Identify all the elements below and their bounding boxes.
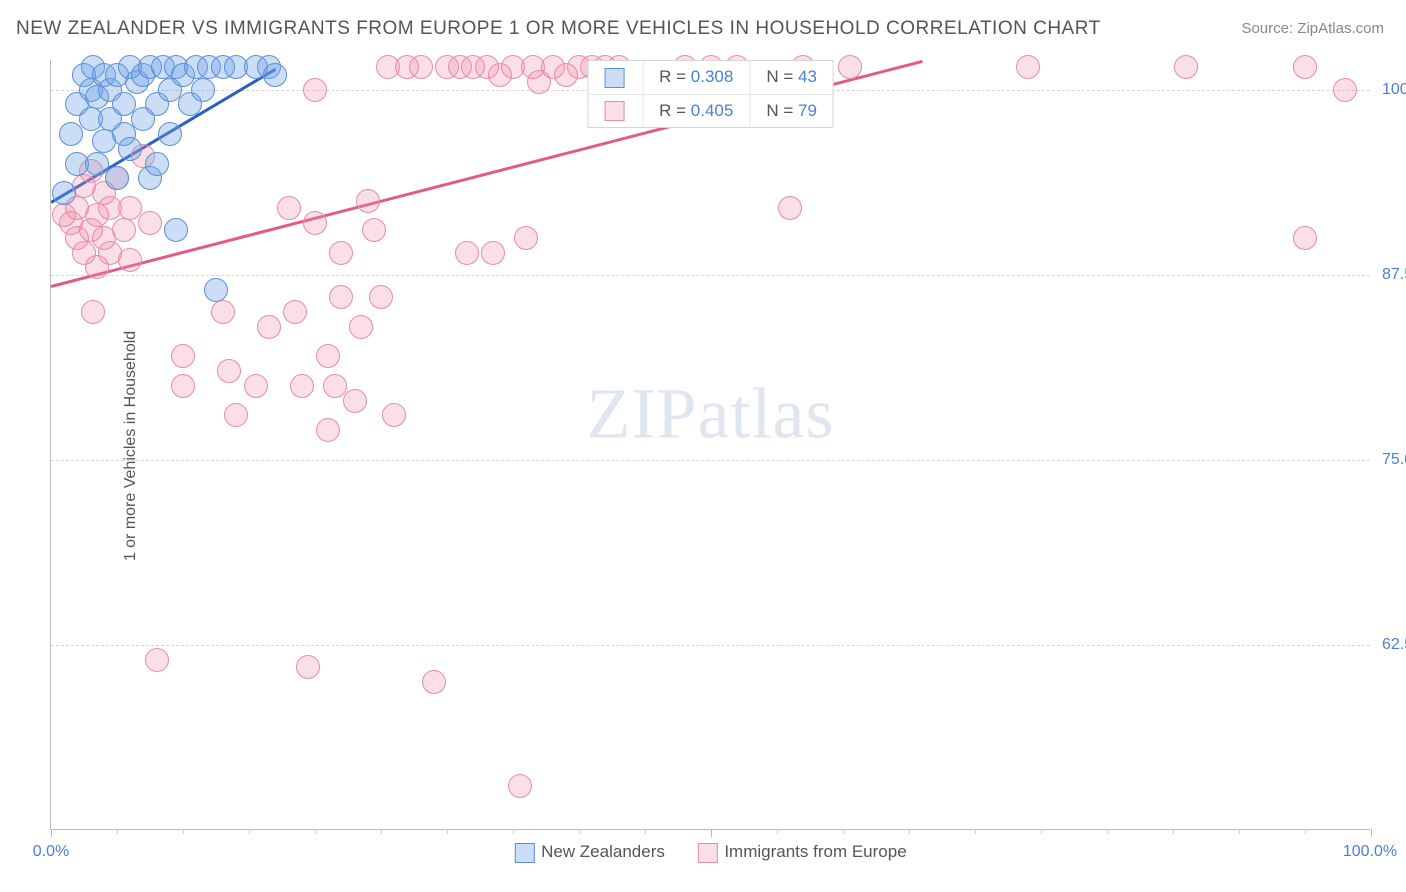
- scatter-point-series-b: [1016, 55, 1040, 79]
- scatter-point-series-a: [145, 152, 169, 176]
- x-axis-minor-tick: [381, 829, 382, 834]
- scatter-point-series-b: [138, 211, 162, 235]
- legend-stats-row: R = 0.405 N = 79: [588, 94, 834, 128]
- x-axis-minor-tick: [579, 829, 580, 834]
- swatch-series-a: [514, 843, 534, 863]
- scatter-point-series-b: [217, 359, 241, 383]
- x-axis-minor-tick: [843, 829, 844, 834]
- x-axis-minor-tick: [1041, 829, 1042, 834]
- scatter-point-series-a: [52, 181, 76, 205]
- plot-area: ZIPatlas R = 0.308 N = 43 R = 0.405 N = …: [50, 60, 1370, 830]
- scatter-point-series-a: [191, 78, 215, 102]
- scatter-point-series-b: [316, 418, 340, 442]
- scatter-point-series-a: [204, 278, 228, 302]
- scatter-point-series-b: [145, 648, 169, 672]
- scatter-point-series-b: [303, 78, 327, 102]
- x-axis-minor-tick: [645, 829, 646, 834]
- scatter-point-series-b: [369, 285, 393, 309]
- legend-stats: R = 0.308 N = 43 R = 0.405 N = 79: [587, 60, 834, 128]
- scatter-point-series-b: [349, 315, 373, 339]
- legend-stats-row: R = 0.308 N = 43: [588, 61, 834, 95]
- x-axis-tick: [51, 829, 52, 837]
- scatter-point-series-a: [59, 122, 83, 146]
- y-axis-tick-label: 100.0%: [1372, 81, 1406, 99]
- x-axis-minor-tick: [315, 829, 316, 834]
- scatter-point-series-b: [1333, 78, 1357, 102]
- scatter-point-series-b: [112, 218, 136, 242]
- x-axis-minor-tick: [1239, 829, 1240, 834]
- x-axis-tick-label: 0.0%: [33, 843, 69, 861]
- x-axis-minor-tick: [1107, 829, 1108, 834]
- scatter-point-series-b: [171, 374, 195, 398]
- x-axis-minor-tick: [777, 829, 778, 834]
- scatter-point-series-b: [118, 248, 142, 272]
- scatter-point-series-b: [1174, 55, 1198, 79]
- x-axis-tick-label: 100.0%: [1343, 843, 1397, 861]
- x-axis-minor-tick: [447, 829, 448, 834]
- scatter-point-series-b: [257, 315, 281, 339]
- swatch-series-b: [604, 101, 624, 121]
- scatter-point-series-a: [164, 218, 188, 242]
- scatter-point-series-b: [316, 344, 340, 368]
- gridline: [51, 645, 1370, 646]
- scatter-point-series-b: [455, 241, 479, 265]
- scatter-point-series-b: [211, 300, 235, 324]
- x-axis-minor-tick: [1173, 829, 1174, 834]
- scatter-point-series-b: [778, 196, 802, 220]
- scatter-point-series-b: [508, 774, 532, 798]
- scatter-point-series-b: [838, 55, 862, 79]
- scatter-point-series-b: [362, 218, 386, 242]
- scatter-point-series-b: [382, 403, 406, 427]
- x-axis-minor-tick: [117, 829, 118, 834]
- scatter-point-series-b: [1293, 226, 1317, 250]
- scatter-point-series-b: [409, 55, 433, 79]
- x-axis-minor-tick: [183, 829, 184, 834]
- scatter-point-series-b: [296, 655, 320, 679]
- gridline: [51, 275, 1370, 276]
- correlation-chart: NEW ZEALANDER VS IMMIGRANTS FROM EUROPE …: [0, 0, 1406, 892]
- scatter-point-series-a: [118, 137, 142, 161]
- y-axis-tick-label: 87.5%: [1372, 266, 1406, 284]
- scatter-point-series-b: [224, 403, 248, 427]
- source-attribution: Source: ZipAtlas.com: [1241, 20, 1384, 37]
- scatter-point-series-a: [105, 166, 129, 190]
- swatch-series-a: [604, 68, 624, 88]
- scatter-point-series-b: [290, 374, 314, 398]
- scatter-point-series-b: [329, 241, 353, 265]
- scatter-point-series-b: [244, 374, 268, 398]
- x-axis-tick: [1371, 829, 1372, 837]
- scatter-point-series-b: [343, 389, 367, 413]
- y-axis-tick-label: 75.0%: [1372, 451, 1406, 469]
- scatter-point-series-b: [303, 211, 327, 235]
- scatter-point-series-a: [158, 122, 182, 146]
- scatter-point-series-b: [81, 300, 105, 324]
- x-axis-tick: [711, 829, 712, 837]
- gridline: [51, 460, 1370, 461]
- x-axis-minor-tick: [975, 829, 976, 834]
- x-axis-minor-tick: [1305, 829, 1306, 834]
- y-axis-tick-label: 62.5%: [1372, 636, 1406, 654]
- scatter-point-series-b: [329, 285, 353, 309]
- scatter-point-series-b: [1293, 55, 1317, 79]
- scatter-point-series-b: [356, 189, 380, 213]
- scatter-point-series-b: [514, 226, 538, 250]
- scatter-point-series-b: [481, 241, 505, 265]
- swatch-series-b: [698, 843, 718, 863]
- chart-title: NEW ZEALANDER VS IMMIGRANTS FROM EUROPE …: [16, 18, 1101, 40]
- x-axis-minor-tick: [909, 829, 910, 834]
- scatter-point-series-b: [171, 344, 195, 368]
- scatter-point-series-a: [263, 63, 287, 87]
- scatter-point-series-b: [283, 300, 307, 324]
- x-axis-minor-tick: [513, 829, 514, 834]
- x-axis-minor-tick: [249, 829, 250, 834]
- scatter-point-series-b: [277, 196, 301, 220]
- watermark: ZIPatlas: [587, 372, 835, 455]
- scatter-point-series-b: [422, 670, 446, 694]
- legend-series: New Zealanders Immigrants from Europe: [500, 842, 920, 863]
